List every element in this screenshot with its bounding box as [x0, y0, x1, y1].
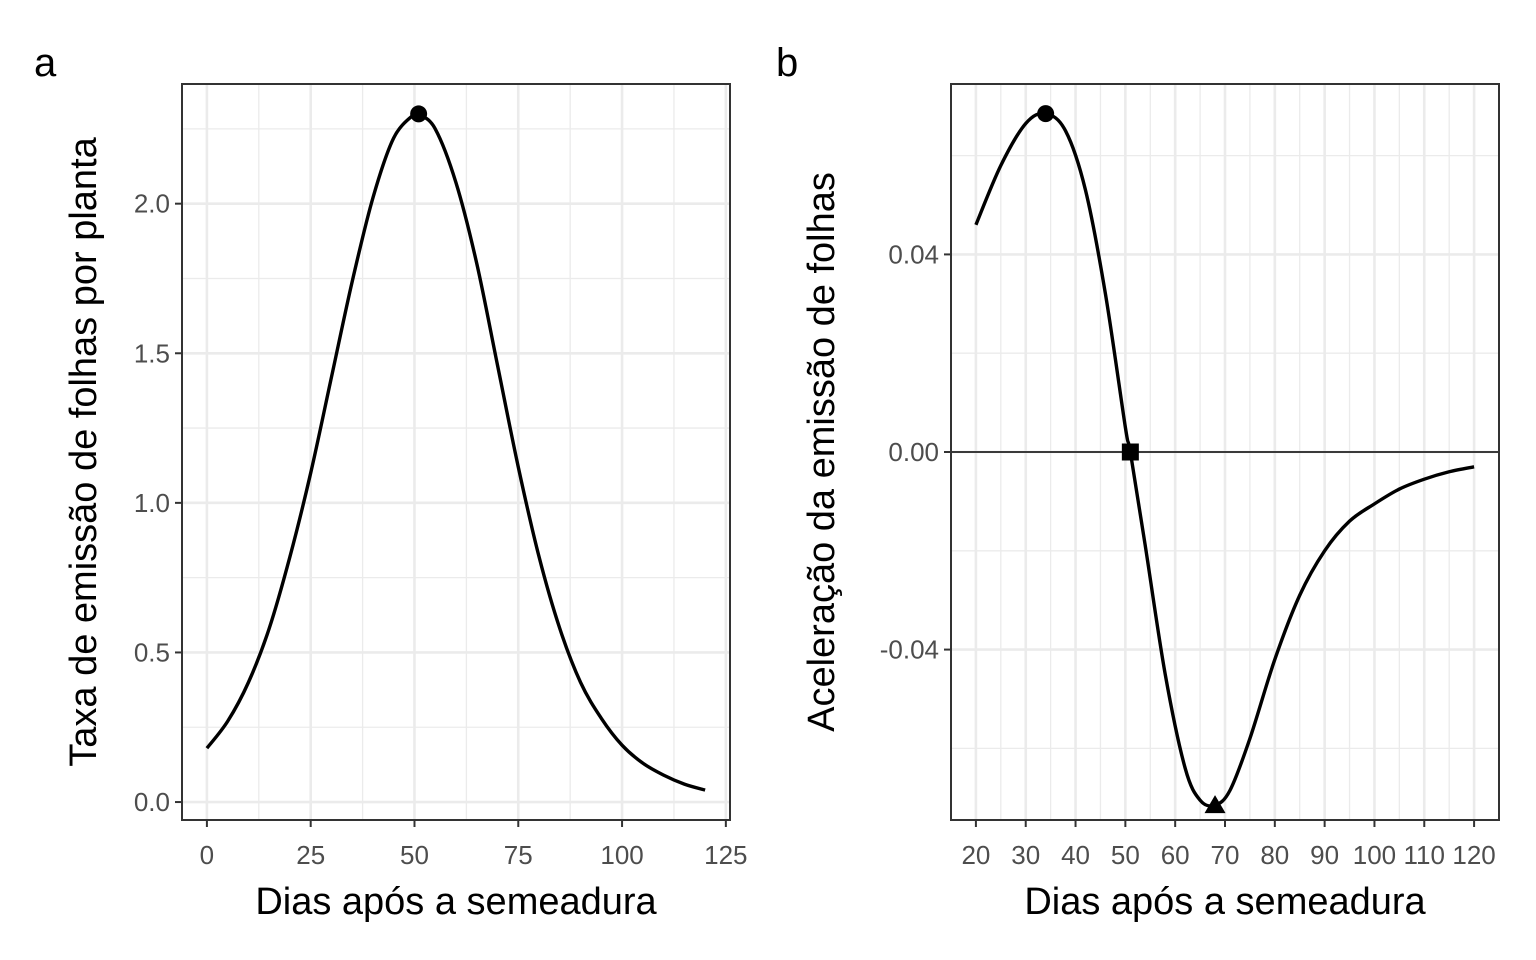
x-axis: 0 25 50 75 100 125 — [200, 820, 748, 870]
x-tick-label: 50 — [1111, 840, 1140, 870]
grid — [182, 84, 730, 820]
panel-a: a 0 25 50 75 100 125 0.0 0.5 1.0 1.5 2.0 Dias apó… — [34, 41, 748, 923]
marker-layer — [410, 105, 428, 123]
y-axis-title: Aceleração da emissão de folhas — [801, 172, 843, 732]
x-tick-label: 110 — [1404, 840, 1445, 870]
panel-tag: a — [34, 41, 57, 85]
x-axis: 20 30 40 50 60 70 80 90 100 110 120 — [961, 820, 1496, 870]
y-tick-label: 0.00 — [888, 437, 939, 467]
series-layer — [205, 109, 706, 792]
x-tick-label: 0 — [200, 840, 214, 870]
y-tick-label: 1.0 — [134, 488, 170, 518]
point-marker-square — [1121, 443, 1139, 461]
y-tick-label: 0.0 — [134, 787, 170, 817]
y-tick-label: -0.04 — [880, 635, 939, 665]
x-axis-title: Dias após a semeadura — [1024, 881, 1426, 923]
x-tick-label: 60 — [1161, 840, 1190, 870]
x-tick-label: 40 — [1061, 840, 1090, 870]
y-tick-label: 0.04 — [888, 239, 939, 269]
x-tick-label: 90 — [1310, 840, 1339, 870]
point-marker-circle — [1037, 105, 1055, 123]
x-tick-label: 100 — [600, 840, 643, 870]
point-marker-triangle — [1204, 795, 1226, 814]
y-axis-title: Taxa de emissão de folhas por planta — [63, 136, 105, 766]
y-axis: -0.04 0.00 0.04 — [880, 239, 951, 665]
plot-border — [181, 83, 731, 821]
y-tick-label: 0.5 — [134, 637, 170, 667]
point-marker-circle — [410, 105, 428, 123]
panel-tag: b — [776, 41, 798, 85]
series-layer — [974, 111, 1475, 808]
x-tick-label: 75 — [504, 840, 533, 870]
y-tick-label: 2.0 — [134, 189, 170, 219]
x-axis-title: Dias após a semeadura — [255, 881, 657, 923]
x-tick-label: 100 — [1353, 840, 1396, 870]
x-tick-label: 20 — [961, 840, 990, 870]
x-tick-label: 25 — [296, 840, 325, 870]
x-tick-label: 50 — [400, 840, 429, 870]
y-axis: 0.0 0.5 1.0 1.5 2.0 — [134, 189, 182, 817]
panel-b: b 20 30 40 50 60 70 80 90 100 110 120 -0.04 0.00 0.0… — [776, 41, 1500, 923]
series-line — [974, 111, 1475, 808]
x-tick-label: 80 — [1260, 840, 1289, 870]
series-line — [205, 109, 706, 792]
x-tick-label: 125 — [704, 840, 747, 870]
x-tick-label: 70 — [1211, 840, 1240, 870]
marker-layer — [1037, 105, 1226, 814]
x-tick-label: 30 — [1011, 840, 1040, 870]
y-tick-label: 1.5 — [134, 338, 170, 368]
x-tick-label: 120 — [1452, 840, 1495, 870]
